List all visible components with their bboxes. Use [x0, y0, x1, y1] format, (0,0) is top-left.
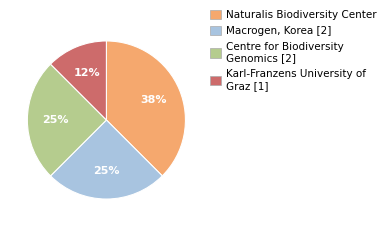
Wedge shape — [51, 41, 106, 120]
Text: 12%: 12% — [73, 67, 100, 78]
Wedge shape — [51, 120, 162, 199]
Text: 25%: 25% — [42, 115, 68, 125]
Legend: Naturalis Biodiversity Center [3], Macrogen, Korea [2], Centre for Biodiversity
: Naturalis Biodiversity Center [3], Macro… — [211, 10, 380, 91]
Wedge shape — [106, 41, 185, 176]
Text: 25%: 25% — [93, 166, 120, 176]
Text: 38%: 38% — [141, 95, 167, 105]
Wedge shape — [27, 64, 106, 176]
